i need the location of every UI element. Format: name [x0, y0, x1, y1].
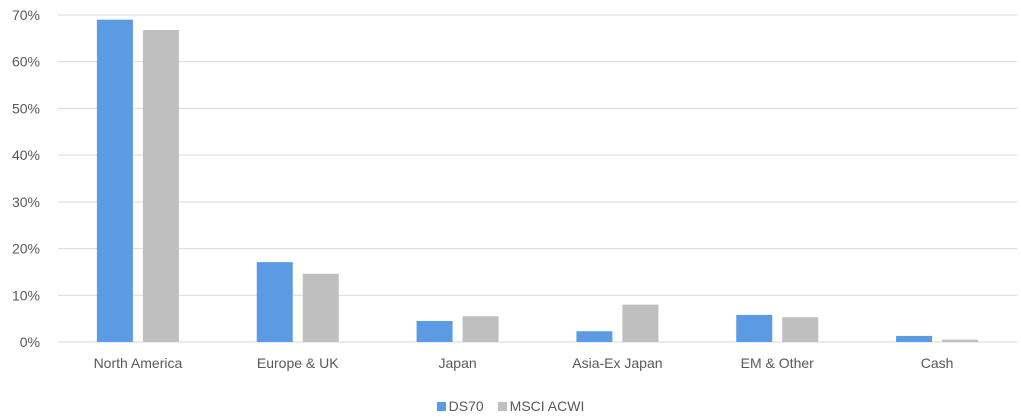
- bar-chart-svg: 0% 10% 20% 30% 40% 50% 60% 70% North America Euro…: [12, 7, 1017, 371]
- y-tick-label: 50%: [12, 100, 40, 116]
- x-category-label: Asia-Ex Japan: [572, 355, 662, 371]
- bar-msci-acwi: [782, 317, 819, 342]
- legend-item-ds70: DS70: [436, 398, 484, 414]
- bar-msci-acwi: [622, 304, 659, 342]
- legend-swatch-msci-acwi: [497, 401, 507, 411]
- y-tick-label: 10%: [12, 287, 40, 303]
- legend: DS70 MSCI ACWI: [0, 398, 1021, 414]
- y-tick-label: 20%: [12, 241, 40, 257]
- bar-msci-acwi: [302, 273, 339, 342]
- legend-label-ds70: DS70: [448, 398, 484, 414]
- y-tick-label: 70%: [12, 7, 40, 23]
- bar-ds70: [896, 335, 933, 342]
- y-tick-label: 0%: [20, 334, 40, 350]
- bar-ds70: [576, 331, 613, 342]
- bar-ds70: [416, 320, 453, 342]
- x-category-label: EM & Other: [741, 355, 814, 371]
- x-category-label: Cash: [921, 355, 954, 371]
- y-tick-label: 60%: [12, 54, 40, 70]
- x-category-label: Europe & UK: [257, 355, 339, 371]
- bar-msci-acwi: [942, 339, 979, 342]
- bar-ds70: [256, 262, 293, 342]
- legend-label-msci-acwi: MSCI ACWI: [509, 398, 585, 414]
- x-category-label: Japan: [439, 355, 477, 371]
- bar-ds70: [96, 19, 133, 343]
- y-tick-label: 30%: [12, 194, 40, 210]
- bar-ds70: [736, 314, 773, 342]
- y-tick-label: 40%: [12, 147, 40, 163]
- bar-msci-acwi: [462, 316, 499, 342]
- bar-msci-acwi: [142, 29, 179, 342]
- legend-swatch-ds70: [436, 401, 446, 411]
- legend-item-msci-acwi: MSCI ACWI: [497, 398, 585, 414]
- x-category-label: North America: [94, 355, 183, 371]
